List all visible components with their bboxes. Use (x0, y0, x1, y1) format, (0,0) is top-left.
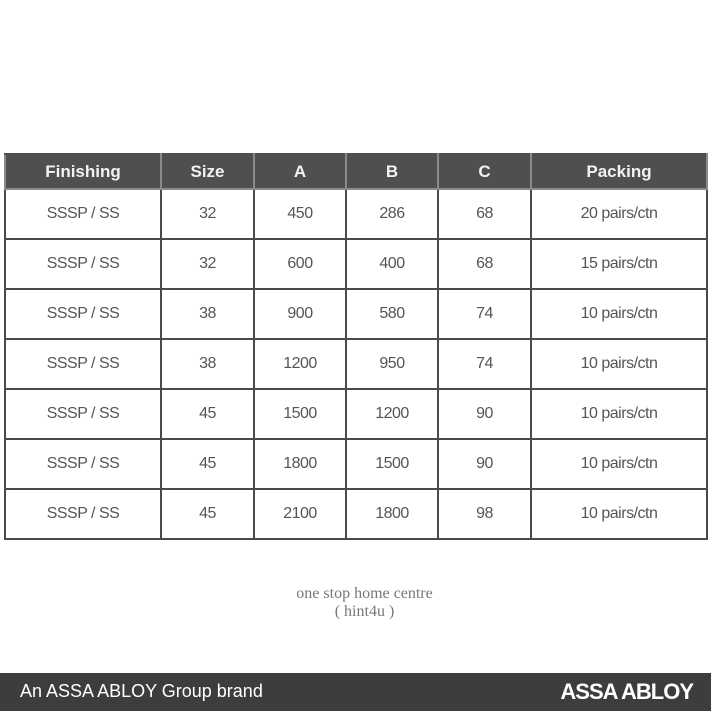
table-cell: 10 pairs/ctn (530, 438, 708, 490)
table-cell: 1800 (345, 488, 439, 540)
table-cell: 32 (160, 188, 255, 240)
table-cell: 45 (160, 488, 255, 540)
table-cell: 1500 (345, 438, 439, 490)
table-cell: 68 (437, 238, 532, 290)
column-header: C (437, 153, 532, 190)
table-cell: 10 pairs/ctn (530, 338, 708, 390)
spec-table: Finishing Size A B C Packing SSSP / SS 32 450 28… (4, 153, 708, 540)
table-cell: 580 (345, 288, 439, 340)
table-cell: 400 (345, 238, 439, 290)
table-cell: 45 (160, 438, 255, 490)
table-cell: 600 (253, 238, 347, 290)
table-cell: 38 (160, 338, 255, 390)
table-header-row: Finishing Size A B C Packing (4, 153, 708, 190)
table-cell: SSSP / SS (4, 338, 162, 390)
table-row: SSSP / SS 45 1500 1200 90 10 pairs/ctn (4, 388, 708, 440)
table-cell: SSSP / SS (4, 288, 162, 340)
table-cell: 1200 (253, 338, 347, 390)
table-cell: SSSP / SS (4, 388, 162, 440)
footer-bar: An ASSA ABLOY Group brand ASSA ABLOY (0, 673, 711, 711)
table-row: SSSP / SS 32 600 400 68 15 pairs/ctn (4, 238, 708, 290)
table-cell: 15 pairs/ctn (530, 238, 708, 290)
table-cell: 450 (253, 188, 347, 240)
table-cell: 10 pairs/ctn (530, 288, 708, 340)
table-cell: 950 (345, 338, 439, 390)
brand-text: An ASSA ABLOY Group brand (20, 681, 263, 701)
column-header: Packing (530, 153, 708, 190)
watermark-line1: one stop home centre (296, 585, 433, 602)
table-cell: 32 (160, 238, 255, 290)
table-cell: 68 (437, 188, 532, 240)
table-cell: 10 pairs/ctn (530, 388, 708, 440)
table-cell: 90 (437, 388, 532, 440)
table-row: SSSP / SS 32 450 286 68 20 pairs/ctn (4, 188, 708, 240)
table-cell: 20 pairs/ctn (530, 188, 708, 240)
table-cell: 2100 (253, 488, 347, 540)
table-cell: 74 (437, 288, 532, 340)
table-cell: 1200 (345, 388, 439, 440)
assa-abloy-logo: ASSA ABLOY (560, 679, 694, 704)
table-cell: SSSP / SS (4, 238, 162, 290)
table-cell: 10 pairs/ctn (530, 488, 708, 540)
table-cell: SSSP / SS (4, 488, 162, 540)
table-cell: 286 (345, 188, 439, 240)
column-header: Finishing (4, 153, 162, 190)
table-cell: SSSP / SS (4, 188, 162, 240)
table-cell: 900 (253, 288, 347, 340)
table-row: SSSP / SS 45 2100 1800 98 10 pairs/ctn (4, 488, 708, 540)
column-header: B (345, 153, 439, 190)
table-row: SSSP / SS 38 900 580 74 10 pairs/ctn (4, 288, 708, 340)
table-cell: 1500 (253, 388, 347, 440)
table-cell: 98 (437, 488, 532, 540)
table-cell: 90 (437, 438, 532, 490)
table-cell: 38 (160, 288, 255, 340)
table-cell: SSSP / SS (4, 438, 162, 490)
table-row: SSSP / SS 38 1200 950 74 10 pairs/ctn (4, 338, 708, 390)
column-header: Size (160, 153, 255, 190)
table-cell: 74 (437, 338, 532, 390)
table-row: SSSP / SS 45 1800 1500 90 10 pairs/ctn (4, 438, 708, 490)
table-cell: 45 (160, 388, 255, 440)
watermark: one stop home centre ( hint4u ) (262, 585, 467, 621)
column-header: A (253, 153, 347, 190)
table-cell: 1800 (253, 438, 347, 490)
watermark-line2: ( hint4u ) (334, 603, 395, 620)
